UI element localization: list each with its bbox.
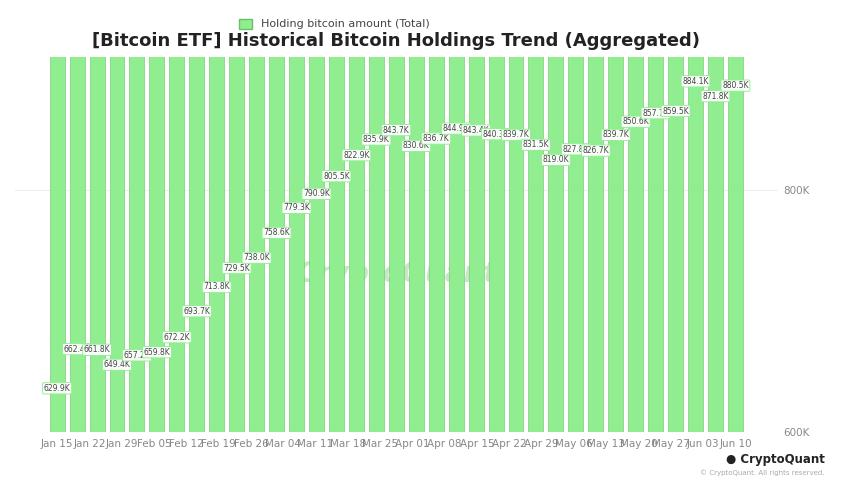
Bar [150, 0, 164, 432]
Text: 859.5K: 859.5K [662, 107, 689, 116]
Text: 661.8K: 661.8K [84, 345, 110, 354]
Bar [190, 0, 204, 432]
Legend: Holding bitcoin amount (Total): Holding bitcoin amount (Total) [234, 14, 434, 34]
Text: 758.6K: 758.6K [264, 228, 290, 238]
Text: 649.4K: 649.4K [104, 360, 130, 369]
Text: 826.7K: 826.7K [582, 146, 609, 155]
Text: 693.7K: 693.7K [184, 307, 210, 316]
Bar [668, 0, 683, 432]
Text: 738.0K: 738.0K [243, 253, 270, 262]
Text: 857.7K: 857.7K [643, 109, 669, 118]
Bar [449, 0, 463, 432]
Text: 836.7K: 836.7K [422, 134, 450, 143]
Text: 884.1K: 884.1K [683, 77, 709, 86]
Bar [269, 0, 284, 432]
Bar [548, 0, 564, 432]
Text: 850.6K: 850.6K [622, 117, 649, 126]
Text: © CryptoQuant. All rights reserved.: © CryptoQuant. All rights reserved. [700, 469, 824, 476]
Bar [409, 0, 423, 432]
Bar [388, 0, 404, 432]
Text: 871.8K: 871.8K [702, 92, 728, 101]
Text: 831.5K: 831.5K [523, 141, 549, 149]
Text: 659.8K: 659.8K [144, 348, 170, 357]
Bar [249, 0, 264, 432]
Text: 827.8K: 827.8K [563, 145, 589, 154]
Bar [468, 0, 484, 432]
Text: CryptoQuant: CryptoQuant [297, 261, 496, 288]
Bar [70, 0, 84, 432]
Bar [649, 0, 663, 432]
Bar [708, 0, 723, 432]
Text: 779.3K: 779.3K [283, 203, 310, 212]
Bar [110, 0, 124, 432]
Text: 840.3K: 840.3K [483, 130, 509, 139]
Text: 662.4K: 662.4K [64, 345, 90, 354]
Bar [230, 0, 244, 432]
Bar [508, 0, 524, 432]
Bar [489, 0, 503, 432]
Bar [369, 0, 384, 432]
Text: 843.4K: 843.4K [462, 126, 490, 135]
Bar [688, 0, 703, 432]
Bar [569, 0, 583, 432]
Text: 790.9K: 790.9K [303, 189, 330, 198]
Bar [728, 0, 743, 432]
Bar [609, 0, 623, 432]
Text: 844.9K: 844.9K [443, 124, 469, 133]
Bar [529, 0, 543, 432]
Text: 830.6K: 830.6K [403, 141, 429, 151]
Bar [129, 0, 144, 432]
Text: 629.9K: 629.9K [43, 384, 71, 393]
Bar [89, 0, 105, 432]
Bar [348, 0, 364, 432]
Bar [588, 0, 604, 432]
Text: 805.5K: 805.5K [323, 172, 350, 181]
Text: 839.7K: 839.7K [502, 130, 530, 140]
Bar [49, 0, 65, 432]
Text: 822.9K: 822.9K [343, 151, 370, 160]
Bar [289, 0, 304, 432]
Text: 839.7K: 839.7K [603, 130, 629, 140]
Bar [428, 0, 444, 432]
Text: 880.5K: 880.5K [722, 81, 749, 90]
Bar [169, 0, 184, 432]
Title: [Bitcoin ETF] Historical Bitcoin Holdings Trend (Aggregated): [Bitcoin ETF] Historical Bitcoin Holding… [93, 32, 700, 50]
Text: ● CryptoQuant: ● CryptoQuant [726, 453, 824, 466]
Text: 713.8K: 713.8K [203, 282, 230, 292]
Text: 729.5K: 729.5K [224, 263, 250, 272]
Bar [628, 0, 643, 432]
Bar [329, 0, 344, 432]
Text: 657.2K: 657.2K [123, 351, 150, 360]
Text: 835.9K: 835.9K [363, 135, 389, 144]
Text: 843.7K: 843.7K [382, 126, 410, 135]
Bar [209, 0, 224, 432]
Text: 819.0K: 819.0K [542, 155, 570, 164]
Text: 672.2K: 672.2K [163, 333, 190, 342]
Bar [309, 0, 324, 432]
